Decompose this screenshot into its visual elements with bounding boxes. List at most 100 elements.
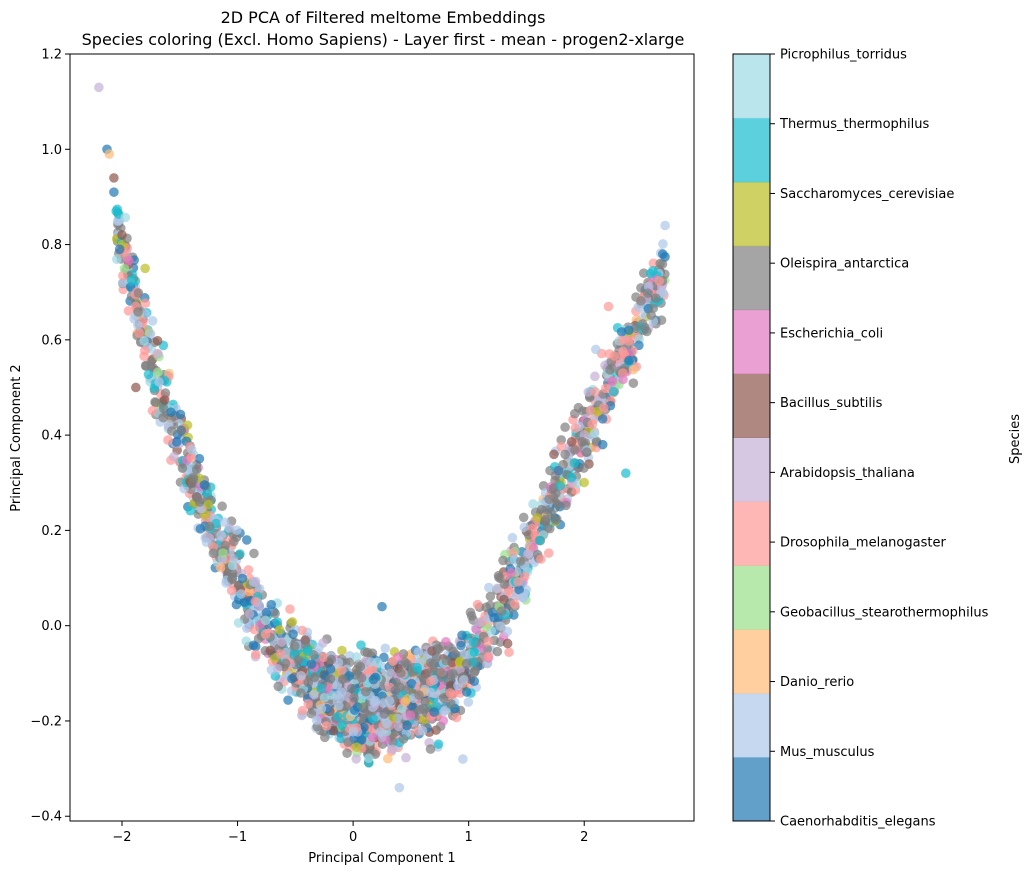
- scatter-point: [502, 638, 513, 649]
- scatter-point: [201, 537, 212, 548]
- scatter-point: [358, 702, 369, 712]
- scatter-point: [413, 647, 424, 657]
- scatter-point: [287, 617, 298, 627]
- scatter-point: [186, 444, 197, 455]
- scatter-point: [400, 697, 410, 707]
- scatter-point: [386, 668, 396, 678]
- scatter-point: [208, 548, 219, 559]
- scatter-point: [579, 463, 589, 473]
- scatter-point: [319, 692, 330, 703]
- scatter-point: [457, 630, 467, 641]
- scatter-point: [560, 422, 570, 433]
- scatter-point: [587, 419, 598, 429]
- scatter-point: [144, 328, 155, 338]
- scatter-point: [265, 645, 276, 656]
- scatter-point: [114, 244, 125, 255]
- scatter-point: [377, 601, 387, 612]
- scatter-point: [436, 667, 446, 678]
- scatter-point: [506, 568, 517, 578]
- scatter-point: [461, 658, 472, 669]
- scatter-point: [514, 584, 524, 595]
- scatter-point: [302, 646, 313, 657]
- scatter-point: [306, 659, 317, 670]
- scatter-point: [147, 315, 158, 326]
- scatter-point: [104, 149, 115, 159]
- colorbar-frame: [732, 53, 771, 822]
- scatter-point: [270, 608, 280, 619]
- scatter-point: [441, 655, 452, 666]
- scatter-point: [126, 275, 137, 286]
- scatter-point: [219, 517, 230, 527]
- scatter-point: [651, 293, 661, 303]
- scatter-point: [152, 335, 163, 346]
- scatter-point: [543, 548, 554, 558]
- scatter-point: [570, 423, 581, 434]
- scatter-point: [346, 683, 357, 694]
- y-axis-label: Principal Component 2: [9, 364, 24, 511]
- scatter-point: [569, 458, 580, 468]
- scatter-point: [393, 721, 404, 732]
- scatter-point: [217, 501, 227, 512]
- scatter-point: [599, 402, 609, 413]
- scatter-point: [468, 637, 479, 647]
- scatter-point: [636, 296, 646, 306]
- scatter-point: [519, 522, 530, 533]
- scatter-point: [147, 405, 158, 416]
- scatter-point: [343, 737, 353, 747]
- scatter-point: [388, 656, 398, 666]
- scatter-point: [461, 687, 472, 697]
- scatter-point: [379, 652, 389, 663]
- scatter-point: [243, 565, 254, 575]
- scatter-point: [658, 239, 668, 249]
- scatter-point: [287, 673, 297, 684]
- scatter-point: [186, 452, 197, 463]
- colorbar-segment: [733, 309, 770, 375]
- scatter-point: [272, 617, 283, 627]
- chart-subtitle: Species coloring (Excl. Homo Sapiens) - …: [82, 30, 685, 49]
- colorbar-tick-label: Geobacillus_stearothermophilus: [780, 605, 989, 620]
- scatter-point: [617, 335, 627, 346]
- scatter-point: [645, 268, 656, 279]
- scatter-point: [318, 652, 329, 663]
- colorbar-tick-label: Arabidopsis_thaliana: [780, 466, 915, 481]
- scatter-point: [590, 386, 600, 397]
- scatter-point: [191, 464, 202, 475]
- scatter-point: [406, 678, 417, 689]
- scatter-point: [154, 377, 164, 387]
- x-tick-label: 0: [349, 830, 357, 845]
- colorbar-segment: [733, 117, 770, 183]
- scatter-point: [380, 643, 391, 654]
- scatter-point: [216, 530, 226, 540]
- scatter-point: [117, 230, 127, 240]
- scatter-point: [242, 535, 252, 545]
- scatter-point: [504, 647, 514, 658]
- scatter-point: [658, 249, 668, 259]
- scatter-point: [471, 624, 482, 635]
- scatter-point: [231, 599, 242, 610]
- scatter-point: [434, 644, 444, 654]
- scatter-point: [607, 376, 618, 387]
- scatter-point: [123, 306, 134, 316]
- scatter-point: [605, 365, 615, 375]
- scatter-point: [248, 640, 259, 651]
- scatter-point: [414, 690, 424, 700]
- colorbar-tick-label: Drosophila_melanogaster: [780, 536, 946, 551]
- scatter-point: [517, 592, 528, 603]
- scatter-point: [351, 742, 362, 752]
- scatter-point: [261, 607, 272, 618]
- y-axis-ticks: −0.4 −0.2 0.0 0.2 0.4 0.6 0.8 1.0 1.2: [30, 48, 70, 825]
- scatter-point: [648, 258, 659, 269]
- scatter-point: [203, 499, 214, 510]
- scatter-point: [639, 322, 650, 333]
- scatter-point: [124, 255, 134, 266]
- y-tick-label: 0.6: [41, 333, 62, 348]
- scatter-point: [481, 602, 492, 613]
- scatter-point: [515, 556, 526, 566]
- y-tick-label: 0.8: [41, 238, 62, 253]
- scatter-point: [133, 320, 143, 330]
- scatter-point: [556, 441, 567, 452]
- scatter-point: [233, 618, 244, 628]
- scatter-point: [176, 425, 186, 435]
- scatter-point: [603, 301, 614, 312]
- scatter-point: [140, 298, 151, 309]
